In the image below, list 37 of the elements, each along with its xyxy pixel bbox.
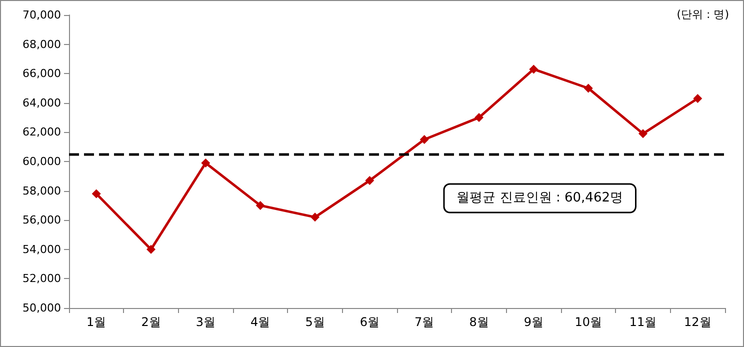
point	[365, 176, 374, 186]
y-tick-label: 52,000	[22, 272, 61, 286]
x-tick-label: 6월	[360, 315, 380, 329]
y-tick-label: 56,000	[22, 214, 61, 227]
x-tick-label: 2월	[141, 315, 161, 329]
y-tick-label: 60,000	[22, 155, 61, 168]
y-tick-label: 54,000	[22, 242, 61, 256]
point	[638, 129, 648, 138]
x-tick-label: 7월	[414, 315, 434, 329]
y-tick-label: 68,000	[22, 38, 61, 51]
ref-line-label: 월평균 진료인원 : 60,462명	[456, 190, 623, 206]
y-tick-label: 66,000	[22, 67, 61, 80]
point	[529, 64, 538, 74]
x-tick-label: 3월	[196, 315, 216, 329]
x-tick-label: 10월	[574, 315, 602, 329]
y-tick-label: 58,000	[22, 184, 61, 198]
x-tick-label: 8월	[469, 315, 489, 329]
x-tick-label: 11월	[629, 315, 657, 329]
point	[584, 84, 593, 93]
point	[146, 244, 156, 254]
point	[474, 113, 484, 122]
x-tick-label: 1월	[86, 315, 106, 329]
point	[92, 189, 101, 198]
annotation: (단위 : 명)	[676, 8, 730, 21]
y-tick-label: 70,000	[22, 8, 61, 22]
x-tick-label: 4월	[250, 315, 270, 329]
y-tick-label: 64,000	[22, 96, 61, 110]
x-tick-label: 12월	[684, 315, 712, 329]
point	[310, 212, 320, 222]
y-tick-label: 62,000	[22, 126, 61, 139]
point	[256, 200, 265, 210]
x-tick-label: 9월	[524, 315, 544, 329]
point	[201, 158, 210, 168]
point	[693, 94, 702, 104]
y-tick-label: 50,000	[22, 302, 61, 314]
x-tick-label: 5월	[305, 315, 325, 329]
point	[420, 135, 429, 144]
